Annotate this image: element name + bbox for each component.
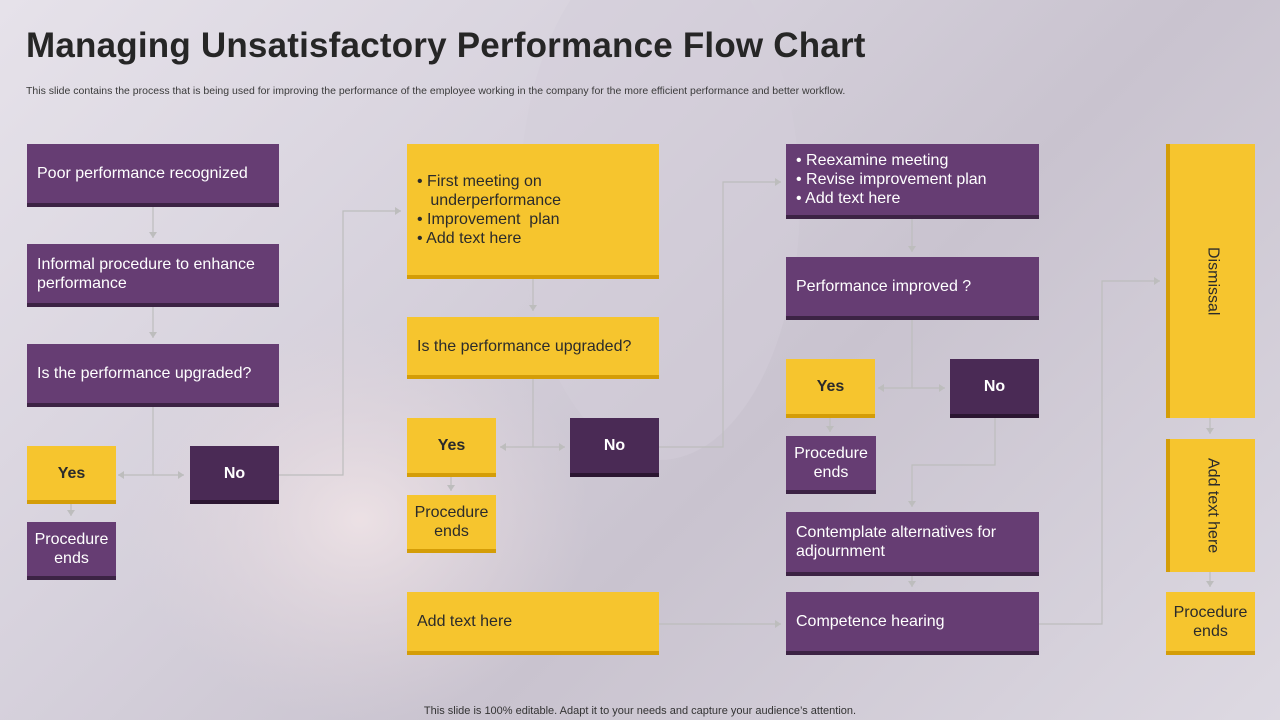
arrow-head — [447, 485, 455, 491]
arrow-head — [395, 207, 401, 215]
arrow-head — [500, 443, 506, 451]
page-subtitle: This slide contains the process that is … — [26, 85, 846, 97]
performance-upgraded-question-box: Is the performance upgraded? — [407, 317, 659, 379]
first-meeting-list: • First meeting on underperformance • Im… — [407, 172, 571, 248]
arrow-head — [775, 620, 781, 628]
arrow-head — [67, 510, 75, 516]
performance-improved-question-box: Performance improved ? — [786, 257, 1039, 320]
list-item: • Revise improvement plan — [796, 171, 987, 188]
procedure-ends-box: Procedure ends — [1166, 592, 1255, 655]
performance-upgraded-question-box: Is the performance upgraded? — [27, 344, 279, 407]
connector-line — [878, 320, 913, 389]
list-item: • Add text here — [796, 190, 901, 207]
add-text-label: Add text here — [1204, 457, 1222, 554]
procedure-ends-box: Procedure ends — [786, 436, 876, 494]
no-decision-box: No — [950, 359, 1039, 418]
procedure-ends-box: Procedure ends — [407, 495, 496, 553]
dismissal-label: Dismissal — [1204, 246, 1222, 316]
procedure-ends-box: Procedure ends — [27, 522, 116, 580]
first-meeting-box: • First meeting on underperformance • Im… — [407, 144, 659, 279]
list-item: • First meeting on — [417, 172, 542, 190]
competence-hearing-box: Competence hearing — [786, 592, 1039, 655]
yes-decision-box: Yes — [27, 446, 116, 504]
reexamine-list: • Reexamine meeting • Revise improvement… — [786, 151, 997, 208]
page-title: Managing Unsatisfactory Performance Flow… — [26, 26, 866, 65]
no-decision-box: No — [190, 446, 279, 504]
add-text-vertical-box: Add text here — [1166, 439, 1255, 572]
footer-note: This slide is 100% editable. Adapt it to… — [423, 705, 857, 717]
arrow-head — [559, 443, 565, 451]
arrow-head — [1206, 428, 1214, 434]
contemplate-alternatives-box: Contemplate alternatives for adjournment — [786, 512, 1039, 576]
arrow-head — [878, 384, 884, 392]
list-item: underperformance — [417, 191, 562, 209]
connector-line — [500, 379, 534, 448]
yes-decision-box: Yes — [786, 359, 875, 418]
connector-line — [118, 407, 154, 476]
arrow-head — [939, 384, 945, 392]
arrow-head — [149, 332, 157, 338]
arrow-head — [775, 178, 781, 186]
dismissal-box: Dismissal — [1166, 144, 1255, 418]
arrow-head — [529, 305, 537, 311]
arrow-head — [118, 471, 124, 479]
connector-line — [279, 210, 401, 476]
arrow-head — [1154, 277, 1160, 285]
arrow-head — [149, 232, 157, 238]
add-text-box: Add text here — [407, 592, 659, 655]
arrow-head — [908, 246, 916, 252]
informal-procedure-box: Informal procedure to enhance performanc… — [27, 244, 279, 307]
arrow-head — [178, 471, 184, 479]
list-item: • Improvement plan — [417, 210, 560, 228]
connector-line — [911, 418, 996, 507]
list-item: • Add text here — [417, 229, 522, 247]
arrow-head — [908, 581, 916, 587]
arrow-head — [1206, 581, 1214, 587]
yes-decision-box: Yes — [407, 418, 496, 477]
connector-line — [1039, 280, 1160, 625]
arrow-head — [826, 426, 834, 432]
reexamine-meeting-box: • Reexamine meeting • Revise improvement… — [786, 144, 1039, 219]
poor-performance-box: Poor performance recognized — [27, 144, 279, 207]
list-item: • Reexamine meeting — [796, 152, 949, 169]
connector-line — [659, 181, 781, 448]
no-decision-box: No — [570, 418, 659, 477]
arrow-head — [908, 501, 916, 507]
